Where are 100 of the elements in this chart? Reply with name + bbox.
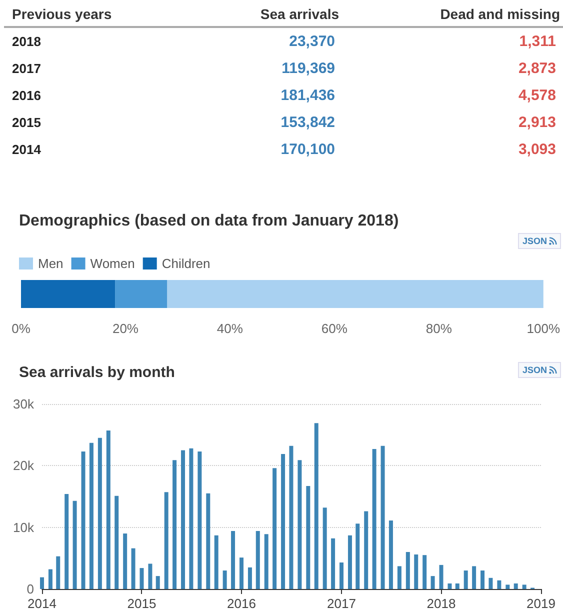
y-tick-label: 10k [13, 520, 34, 535]
y-tick-label: 20k [13, 458, 34, 474]
y-tick-label: 2016 [11, 87, 42, 105]
bar [123, 534, 128, 589]
data-label: 23,370 [288, 32, 336, 52]
y-tick-label: 2015 [11, 114, 42, 132]
bar [348, 535, 352, 589]
x-tick-label: 2015 [127, 596, 156, 611]
x-tick-label: 0% [12, 321, 31, 336]
x-tick-label: 40% [216, 321, 244, 336]
bar [64, 494, 69, 589]
bar [448, 583, 452, 589]
bar [364, 511, 368, 589]
bar [114, 496, 119, 589]
x-tick-label: 20% [112, 321, 139, 336]
data-label: 2,913 [517, 113, 557, 133]
bar [514, 583, 518, 589]
bar [222, 570, 227, 589]
x-tick-label: Sea arrivals [191, 0, 344, 27]
bar [172, 460, 177, 589]
bar [167, 280, 544, 308]
x-tick-label: 2018 [426, 596, 456, 611]
bar [322, 508, 327, 589]
bar [480, 570, 485, 589]
bar [522, 584, 526, 589]
x-tick-label: 2017 [327, 596, 356, 611]
bar [231, 531, 236, 589]
x-tick-label: 2019 [526, 596, 556, 611]
bar [256, 531, 260, 589]
bar [40, 577, 44, 589]
bar [430, 576, 435, 589]
bar [48, 569, 52, 589]
bar [115, 280, 168, 308]
bar [314, 423, 318, 589]
data-label: 1,311 [518, 32, 557, 52]
bar [89, 442, 94, 589]
bar [422, 555, 427, 589]
bar [289, 446, 294, 589]
bar [264, 534, 268, 589]
legend-label: Women [90, 256, 135, 271]
y-axis-title: Previous years [4, 0, 192, 27]
data-label: 2,873 [517, 59, 557, 79]
bar [356, 524, 360, 589]
bar [414, 554, 418, 589]
bar [248, 567, 252, 589]
bar [488, 578, 493, 589]
legend-label: Men [38, 256, 64, 271]
bar [272, 468, 277, 589]
data-label: 153,842 [280, 113, 336, 133]
bar [21, 280, 116, 308]
x-tick-label: 2014 [28, 596, 56, 611]
bar [340, 562, 344, 589]
y-tick-label: 2018 [11, 33, 42, 51]
bar [372, 449, 376, 589]
bar [388, 520, 393, 589]
bar [455, 583, 460, 589]
x-tick-label: 80% [426, 321, 452, 336]
bar [497, 580, 502, 589]
bar [331, 538, 336, 589]
bar [131, 548, 136, 589]
bar [380, 446, 385, 589]
data-label: 119,369 [280, 59, 336, 79]
y-tick-label: 30k [13, 396, 34, 412]
bar [306, 486, 310, 589]
bar [148, 564, 152, 589]
legend-label: Children [162, 256, 210, 271]
bar [156, 576, 160, 589]
x-tick-label: 100% [526, 321, 560, 336]
bar [81, 451, 86, 589]
bar [198, 451, 202, 589]
bar [464, 570, 468, 589]
chart-title: Sea arrivals by month [19, 364, 175, 381]
bar [106, 430, 110, 589]
data-label: 170,100 [280, 140, 336, 160]
y-tick-label: 2014 [11, 141, 42, 159]
x-tick-label: 2016 [227, 596, 256, 611]
data-label: 181,436 [280, 86, 336, 106]
data-label: 3,093 [517, 140, 557, 160]
bar [472, 566, 476, 589]
y-tick-label: 2017 [11, 60, 42, 78]
bar [214, 535, 218, 589]
chart-title: Demographics (based on data from January 2018) [19, 212, 399, 230]
json-button: JSON [518, 362, 561, 378]
bar [506, 584, 510, 589]
bar [72, 500, 77, 589]
x-tick-label: 60% [321, 321, 348, 336]
bar [397, 566, 402, 589]
bar [189, 448, 194, 589]
data-label: 4,578 [517, 86, 557, 106]
y-tick-label: 0 [26, 582, 34, 596]
bar [298, 460, 302, 589]
bar [239, 558, 244, 589]
json-button: JSON [518, 233, 561, 249]
bar [406, 552, 410, 589]
bar [281, 454, 286, 589]
bar [206, 493, 210, 589]
bar [181, 450, 186, 589]
bar [98, 438, 102, 589]
bar [439, 564, 444, 589]
bar [140, 568, 144, 589]
